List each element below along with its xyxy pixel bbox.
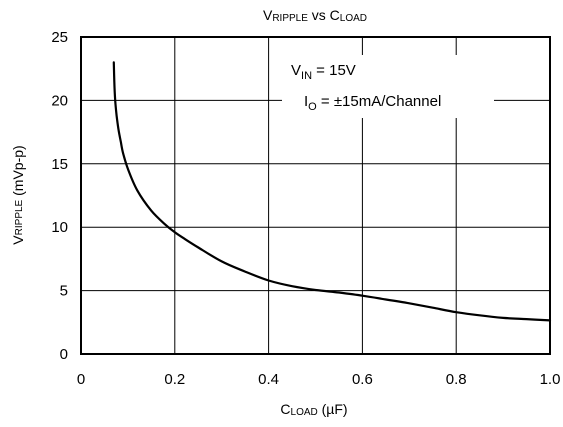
chart-title: VRIPPLE vs CLOAD: [263, 7, 367, 24]
x-tick-label: 0.6: [352, 371, 373, 388]
y-axis-title: VRIPPLE (mVp-p): [10, 145, 26, 244]
y-tick-label: 15: [51, 156, 68, 173]
ripple-curve: [112, 61, 552, 322]
y-tick-label: 20: [51, 92, 68, 109]
y-tick-label: 5: [60, 283, 68, 300]
x-axis-title: CLOAD (µF): [280, 401, 347, 418]
x-tick-label: 1.0: [540, 371, 561, 388]
x-tick-label: 0.2: [164, 371, 185, 388]
y-tick-label: 0: [60, 346, 68, 363]
x-tick-labels: 0 0.2 0.4 0.6 0.8 1.0: [77, 371, 561, 388]
x-tick-label: 0.4: [258, 371, 279, 388]
x-tick-label: 0.8: [446, 371, 467, 388]
y-tick-label: 10: [51, 219, 68, 236]
plot-frame: [80, 36, 551, 355]
y-tick-labels: 0 5 10 15 20 25: [51, 29, 68, 363]
y-tick-label: 25: [51, 29, 68, 46]
x-tick-label: 0: [77, 371, 85, 388]
annotation-io: IO = ±15mA/Channel: [304, 93, 441, 113]
annotation-vin: VIN = 15V: [291, 62, 356, 82]
annotation-backing: [282, 55, 494, 118]
